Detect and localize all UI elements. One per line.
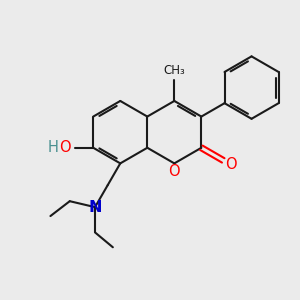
Text: H: H: [48, 140, 58, 155]
Text: CH₃: CH₃: [164, 64, 185, 77]
Text: O: O: [225, 157, 236, 172]
Text: O: O: [169, 164, 180, 179]
Text: O: O: [59, 140, 71, 155]
Text: N: N: [88, 200, 102, 214]
